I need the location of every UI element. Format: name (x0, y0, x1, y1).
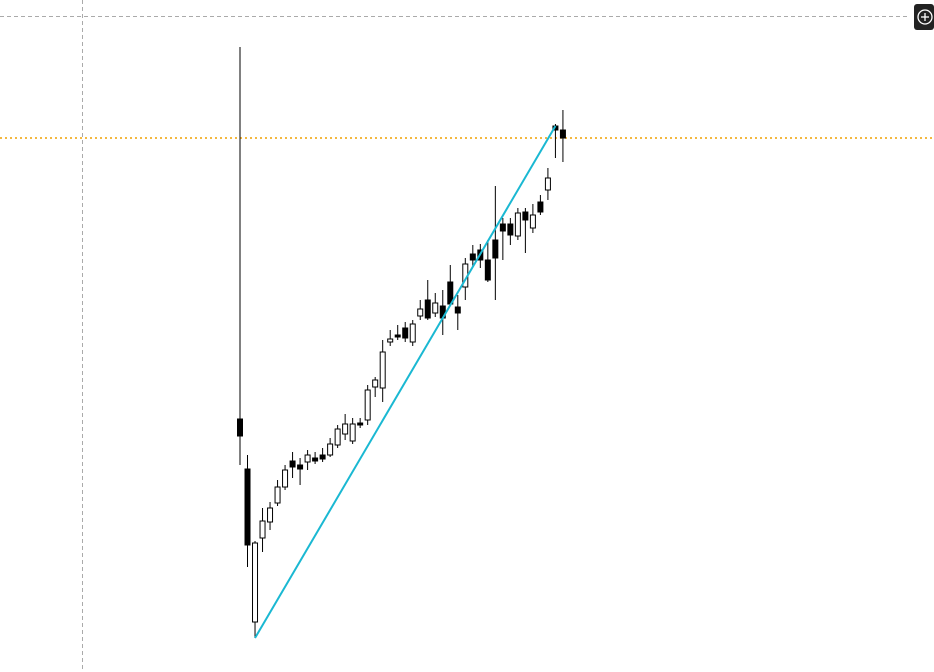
candle-body (289, 460, 296, 468)
candle-body (499, 223, 506, 232)
candle-body (529, 214, 536, 229)
candle-body (274, 486, 281, 504)
candle-body (237, 418, 243, 437)
candle-body (342, 423, 349, 435)
candle-body (409, 323, 416, 343)
candle-body (507, 223, 514, 236)
candle-body (267, 507, 274, 523)
candle-body (432, 302, 439, 314)
candle-body (357, 422, 364, 426)
candle-body (537, 201, 544, 213)
candle-body (282, 469, 289, 488)
candle-body (402, 327, 409, 339)
candle-body (387, 338, 394, 343)
candle-body (259, 520, 266, 539)
candle-body (304, 454, 311, 463)
candle-body (364, 389, 371, 421)
candle-body (297, 464, 304, 470)
candle-body (349, 423, 356, 442)
add-button[interactable] (914, 4, 934, 30)
candle-body (424, 299, 431, 319)
candle-body (484, 259, 491, 281)
candle-body (244, 468, 251, 546)
candle-body (469, 253, 476, 261)
candle-body (312, 457, 319, 462)
candle-body (379, 351, 386, 389)
candle-body (252, 542, 259, 623)
candle-body (334, 428, 341, 446)
candle-body (559, 129, 566, 139)
candle-body (417, 308, 424, 317)
candle-body (372, 379, 379, 388)
candle-body (522, 211, 529, 221)
trend-line (254, 125, 557, 639)
candle-body (394, 334, 401, 338)
candle-body (319, 454, 326, 460)
candle-body (492, 239, 499, 259)
candle-body (454, 306, 461, 314)
candle-body (544, 177, 551, 191)
candle-body (327, 443, 334, 456)
candle-body (514, 212, 521, 237)
